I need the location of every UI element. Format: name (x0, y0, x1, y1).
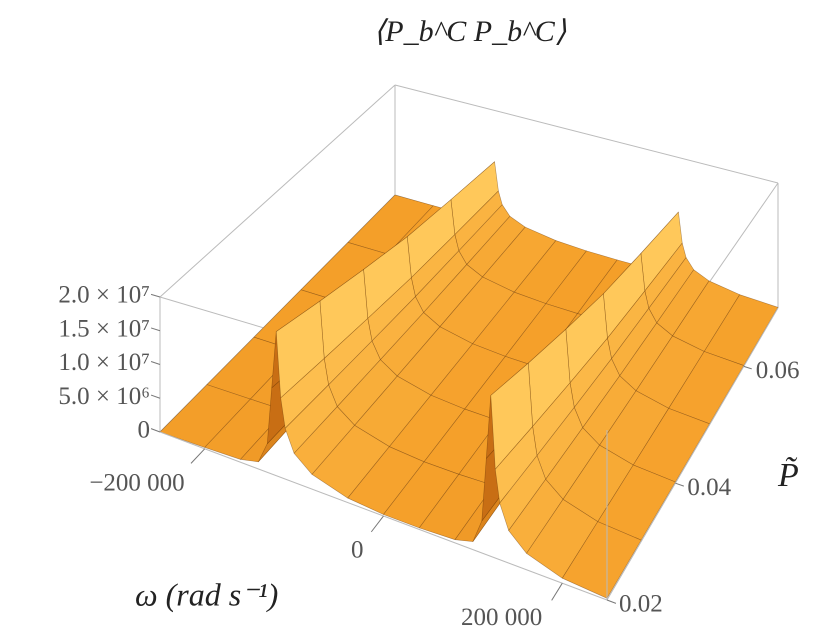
z-tick (150, 428, 161, 433)
z-tick (150, 361, 161, 365)
box-edge (159, 84, 396, 298)
x-tick-label: 0 (351, 537, 364, 564)
x-tick (551, 582, 563, 601)
y-tick (675, 482, 684, 487)
surface-patch (597, 464, 676, 541)
box-edge (394, 84, 779, 184)
z-tick-label: 0 (138, 417, 151, 444)
x-tick-label: 200 000 (461, 604, 542, 631)
y-tick-label: 0.02 (619, 591, 663, 618)
z-tick-label: 1.0 × 10⁷ (58, 349, 150, 376)
x-tick (190, 448, 206, 464)
z-tick (150, 327, 161, 332)
surface-patch (561, 521, 642, 599)
z-tick-label: 2.0 × 10⁷ (58, 282, 150, 309)
x-axis-label: ω (rad s⁻¹) (135, 576, 278, 612)
x-tick-label: −200 000 (89, 470, 184, 497)
y-tick-label: 0.06 (756, 357, 800, 384)
box-edge (606, 307, 779, 601)
x-tick (370, 515, 384, 533)
z-tick-label: 1.5 × 10⁷ (58, 315, 150, 342)
z-tick (150, 394, 161, 399)
y-tick (743, 365, 752, 370)
z-tick-label: 5.0 × 10⁶ (58, 383, 150, 410)
y-tick-label: 0.04 (687, 474, 731, 501)
z-tick (150, 293, 161, 298)
chart-title: ⟨P_b^C P_b^C⟩ (374, 15, 567, 48)
y-axis-label: P̃ (777, 456, 799, 494)
y-tick (606, 599, 617, 604)
